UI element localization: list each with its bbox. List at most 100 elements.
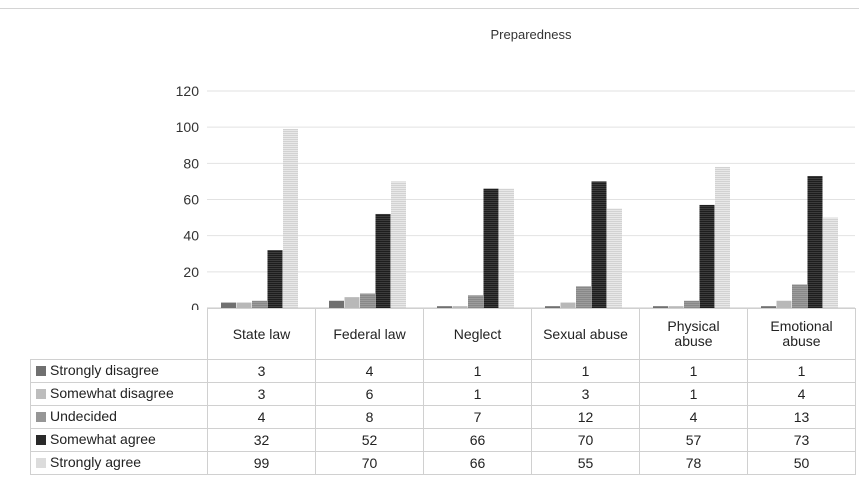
- table-column-header: Emotional abuse: [747, 308, 856, 360]
- bar-strongly-disagree: [329, 300, 344, 308]
- table-row: 4 8 7 12 4 13: [207, 405, 856, 429]
- table-row: 99 70 66 55 78 50: [207, 451, 856, 475]
- table-column-header: Neglect: [423, 308, 532, 360]
- table-cell: 1: [747, 359, 856, 383]
- table-cell: 66: [423, 451, 532, 475]
- table-cell: 73: [747, 428, 856, 452]
- chart-title: Preparedness: [490, 27, 572, 42]
- legend-swatch: [36, 366, 46, 376]
- table-cell: 8: [315, 405, 424, 429]
- bar-strongly-agree: [391, 181, 406, 308]
- top-divider: [0, 8, 859, 9]
- table-cell: 55: [531, 451, 640, 475]
- y-tick-label: 60: [183, 192, 199, 208]
- legend-entry: Strongly agree: [36, 451, 174, 474]
- bar-undecided: [252, 300, 267, 308]
- data-table: State law Federal law Neglect Sexual abuse P…: [207, 308, 856, 475]
- table-cell: 3: [207, 382, 316, 406]
- table-cell: 3: [207, 359, 316, 383]
- bar-undecided: [468, 295, 483, 308]
- y-tick-label: 40: [183, 228, 199, 244]
- table-row: 32 52 66 70 57 73: [207, 428, 856, 452]
- table-cell: 1: [531, 359, 640, 383]
- bar-strongly-agree: [715, 166, 730, 308]
- bar-undecided: [360, 293, 375, 308]
- bars: [221, 128, 838, 308]
- table-cell: 50: [747, 451, 856, 475]
- table-cell: 4: [747, 382, 856, 406]
- bar-undecided: [576, 286, 591, 308]
- y-tick-label: 80: [183, 155, 199, 171]
- legend-label: Strongly disagree: [50, 362, 159, 378]
- bar-chart: 0 20 40 60 80 100 120: [176, 83, 855, 310]
- y-tick-label: 120: [176, 83, 200, 99]
- y-tick-label: 100: [176, 119, 200, 135]
- table-cell: 52: [315, 428, 424, 452]
- bar-undecided: [792, 284, 807, 308]
- bar-strongly-agree: [823, 217, 838, 308]
- table-cell: 57: [639, 428, 748, 452]
- bar-strongly-agree: [607, 208, 622, 308]
- bar-strongly-disagree: [437, 306, 452, 308]
- legend-entry: Strongly disagree: [36, 359, 174, 382]
- table-cell: 78: [639, 451, 748, 475]
- bar-strongly-disagree: [761, 306, 776, 308]
- table-column-header: Sexual abuse: [531, 308, 640, 360]
- bar-somewhat-disagree: [668, 306, 684, 308]
- legend-swatch: [36, 458, 46, 468]
- bar-somewhat-agree: [807, 175, 823, 308]
- bar-somewhat-disagree: [560, 302, 576, 308]
- bar-somewhat-disagree: [452, 306, 468, 308]
- legend-row-divider: [31, 428, 207, 429]
- bar-somewhat-agree: [375, 213, 391, 308]
- table-cell: 13: [747, 405, 856, 429]
- legend-entry: Undecided: [36, 405, 174, 428]
- bar-somewhat-disagree: [776, 300, 792, 308]
- legend-row-divider: [31, 451, 207, 452]
- legend-entry: Somewhat agree: [36, 428, 174, 451]
- legend-swatch: [36, 412, 46, 422]
- bar-somewhat-agree: [699, 204, 715, 308]
- table-cell: 1: [639, 359, 748, 383]
- table-cell: 4: [315, 359, 424, 383]
- y-tick-label: 0: [191, 300, 199, 310]
- table-cell: 99: [207, 451, 316, 475]
- table-column-header: Physical abuse: [639, 308, 748, 360]
- table-cell: 3: [531, 382, 640, 406]
- table-cell: 4: [207, 405, 316, 429]
- gridlines: [207, 90, 855, 309]
- table-cell: 1: [639, 382, 748, 406]
- bar-somewhat-agree: [483, 188, 499, 308]
- y-axis-ticks: 0 20 40 60 80 100 120: [176, 83, 200, 310]
- bar-strongly-agree: [499, 188, 514, 308]
- table-cell: 12: [531, 405, 640, 429]
- bar-somewhat-disagree: [344, 297, 360, 308]
- table-cell: 66: [423, 428, 532, 452]
- table-cell: 7: [423, 405, 532, 429]
- bar-somewhat-disagree: [236, 302, 252, 308]
- bar-somewhat-agree: [591, 181, 607, 308]
- table-cell: 70: [531, 428, 640, 452]
- table-cell: 32: [207, 428, 316, 452]
- table-cell: 1: [423, 382, 532, 406]
- legend-entry: Somewhat disagree: [36, 382, 174, 405]
- bar-strongly-agree: [283, 128, 298, 308]
- legend-label: Somewhat disagree: [50, 385, 174, 401]
- bar-strongly-disagree: [221, 302, 236, 308]
- legend: Strongly disagree Somewhat disagree Undeci…: [36, 359, 174, 474]
- legend-label: Undecided: [50, 408, 117, 424]
- table-cell: 70: [315, 451, 424, 475]
- table-cell: 6: [315, 382, 424, 406]
- table-cell: 4: [639, 405, 748, 429]
- legend-swatch: [36, 435, 46, 445]
- legend-swatch: [36, 389, 46, 399]
- table-cell: 1: [423, 359, 532, 383]
- table-column-header: Federal law: [315, 308, 424, 360]
- bar-undecided: [684, 300, 699, 308]
- legend-label: Strongly agree: [50, 454, 142, 470]
- legend-label: Somewhat agree: [50, 431, 156, 447]
- bar-strongly-disagree: [545, 306, 560, 308]
- bar-somewhat-agree: [267, 250, 283, 308]
- legend-row-divider: [31, 382, 207, 383]
